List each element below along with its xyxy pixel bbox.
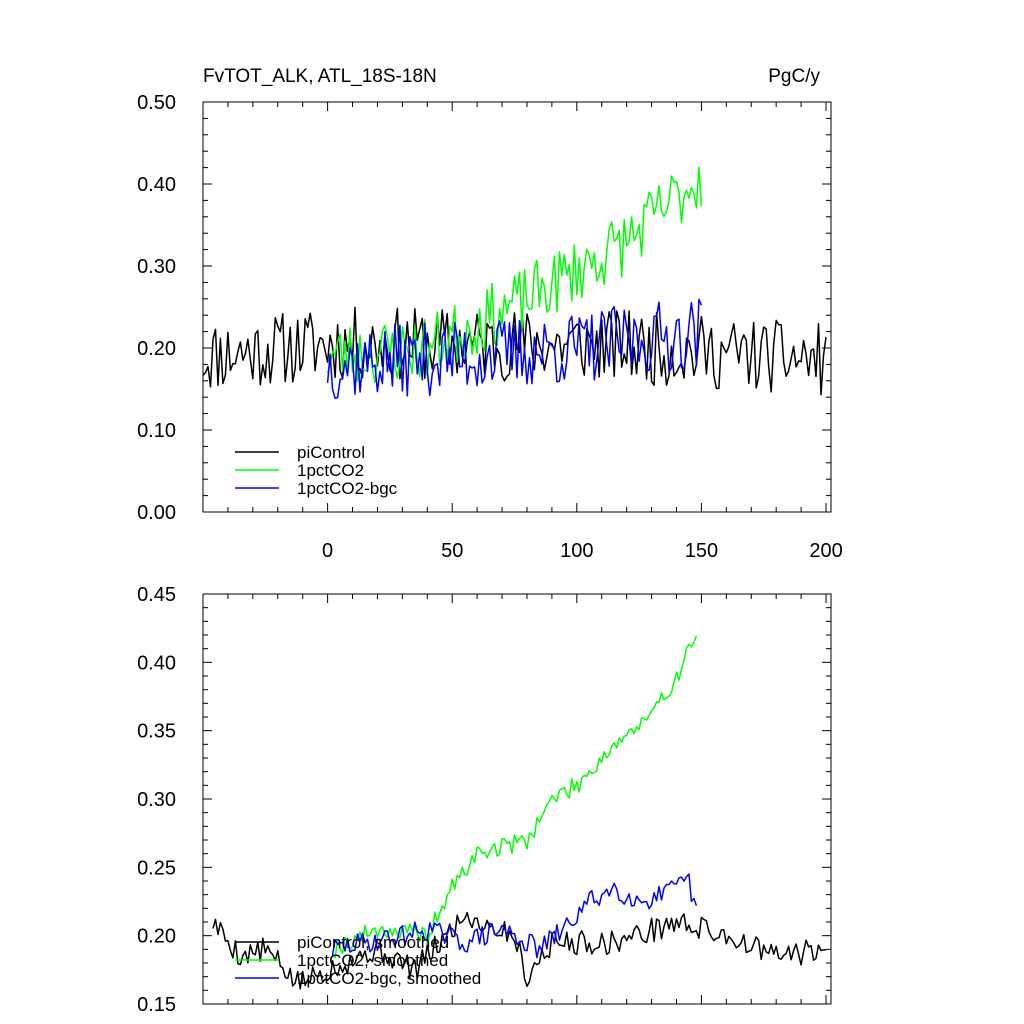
x-tick-label: 0: [322, 540, 333, 562]
y-tick-label: 0.40: [137, 652, 176, 674]
y-tick-label: 0.20: [137, 926, 176, 948]
legend-label: 1pctCO2, smoothed: [297, 951, 448, 970]
legend-label: 1pctCO2: [297, 461, 364, 480]
x-tick-label: 50: [441, 540, 463, 562]
legend-label: 1pctCO2-bgc, smoothed: [297, 969, 481, 988]
y-tick-label: 0.10: [137, 420, 176, 442]
bottom-panel-ticks: 0.15 0.20 0.25 0.30 0.35 0.40 0.45: [137, 584, 831, 1016]
top-panel-title: FvTOT_ALK, ATL_18S-18N: [203, 66, 437, 87]
y-tick-label: 0.20: [137, 338, 176, 360]
top-panel: FvTOT_ALK, ATL_18S-18N PgC/y 0 50 100 150 20…: [137, 66, 843, 562]
legend-label: piControl: [297, 443, 365, 462]
y-tick-label: 0.40: [137, 174, 176, 196]
series-line-picontrol: [202, 306, 827, 396]
y-tick-label: 0.00: [137, 502, 176, 524]
top-panel-frame: [202, 101, 832, 513]
y-tick-label: 0.45: [137, 584, 176, 606]
bottom-panel-frame: [202, 593, 832, 1005]
y-tick-label: 0.35: [137, 721, 176, 743]
series-line-1pctco2-bgc: [326, 298, 703, 399]
y-tick-label: 0.15: [137, 994, 176, 1016]
bottom-panel-series: [212, 635, 827, 990]
bottom-panel: 0.15 0.20 0.25 0.30 0.35 0.40 0.45 piControl, …: [137, 584, 832, 1016]
top-panel-units: PgC/y: [768, 66, 820, 87]
y-tick-label: 0.30: [137, 789, 176, 811]
legend-label: 1pctCO2-bgc: [297, 479, 398, 498]
top-panel-ticks: 0 50 100 150 200 0.00 0.10 0.20 0.30 0.40 0.50: [137, 92, 843, 562]
x-tick-label: 200: [809, 540, 842, 562]
x-tick-label: 150: [685, 540, 718, 562]
series-line-1pctco2-smoothed: [331, 635, 698, 959]
top-panel-series: [202, 166, 827, 399]
series-line-1pctco2-bgc-smoothed: [331, 873, 698, 959]
y-tick-label: 0.25: [137, 857, 176, 879]
y-tick-label: 0.50: [137, 92, 176, 114]
y-tick-label: 0.30: [137, 256, 176, 278]
legend-label: piControl, smoothed: [297, 933, 449, 952]
x-tick-label: 100: [560, 540, 593, 562]
